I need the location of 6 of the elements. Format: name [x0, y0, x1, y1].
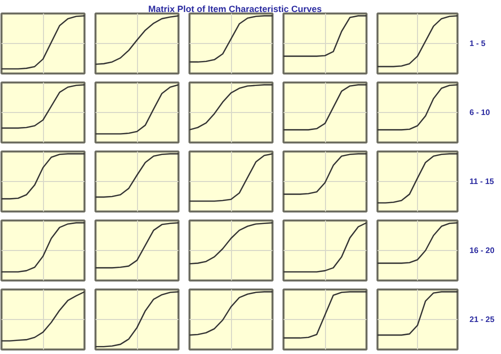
chart-title: Matrix Plot of Item Characteristic Curves — [147, 4, 323, 14]
text: 6 - 10 — [470, 108, 491, 117]
text: 11 - 15 — [470, 177, 495, 186]
text: 1 - 5 — [470, 39, 486, 48]
text: 16 - 20 — [470, 246, 495, 255]
text: 21 - 25 — [470, 315, 495, 324]
